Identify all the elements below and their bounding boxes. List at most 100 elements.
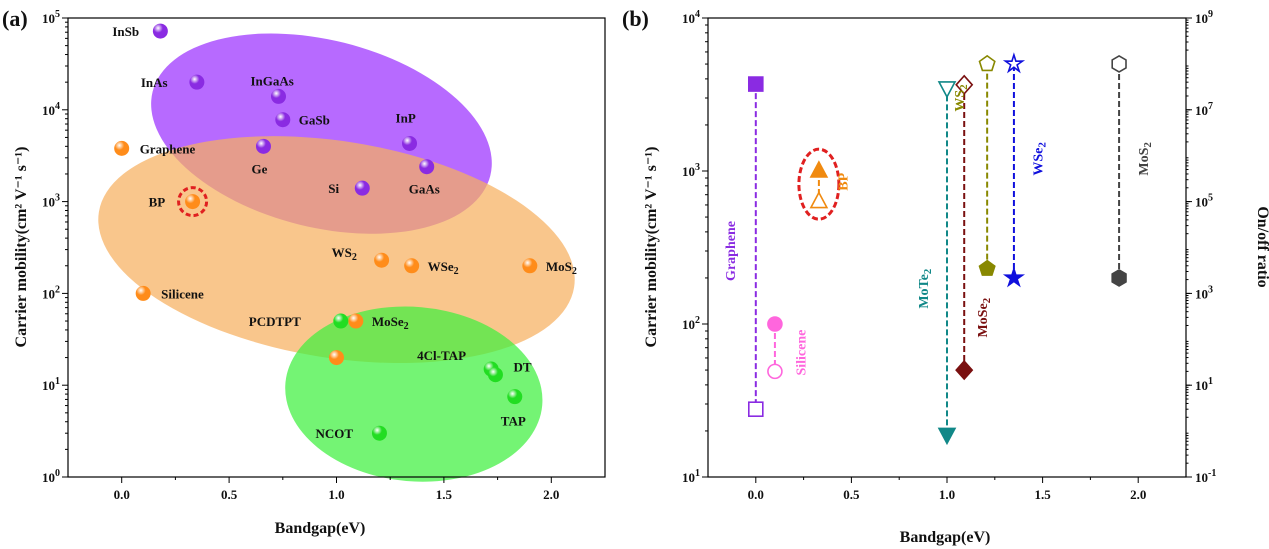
panel-a-point-labels: InSb InAs InGaAs GaSb InP Ge GaAs Si Graphene BP W… (112, 24, 576, 441)
panel-a: (a) InSb InAs InGaAs GaSb InP Ge GaAs Si Graphen… (2, 6, 606, 537)
point-silicene (135, 285, 151, 301)
label-pcdtpt: PCDTPT (249, 314, 301, 329)
panel-a-y-axis-label: Carrier mobility(cm² V⁻¹ s⁻¹) (13, 147, 30, 348)
mobility-marker-silicene (767, 316, 783, 332)
onoff-marker-bp (809, 190, 829, 209)
point-ge (255, 138, 271, 154)
label-gaas: GaAs (409, 182, 440, 197)
label-ge: Ge (251, 161, 267, 176)
mobility-marker-bp (809, 160, 829, 178)
x-tick-label-2.0: 2.0 (1130, 487, 1146, 502)
label-inas: InAs (141, 75, 168, 90)
point-ingaas (271, 88, 287, 104)
point-mose2 (348, 313, 364, 329)
label-wse2: WSe2 (1032, 142, 1049, 176)
label-si: Si (328, 181, 339, 196)
panel-a-points (114, 23, 538, 441)
y-tick-label-0: 100 (42, 468, 60, 485)
y-tick-label-4: 104 (682, 9, 700, 26)
point-insb (152, 23, 168, 39)
point-dt (487, 367, 503, 383)
label-gasb: GaSb (299, 113, 330, 128)
region-1 (98, 136, 575, 364)
panel-b-material-labels: Graphene Silicene BP MoTe2 MoSe2 WS2 WSe2 MoS2 (724, 84, 1154, 376)
bp-highlight-ellipse (797, 147, 841, 221)
panel-b-label: (b) (622, 6, 649, 31)
onoff-marker-mote2 (937, 81, 957, 99)
label-4cl-tap: 4Cl-TAP (417, 348, 466, 363)
point-unlabeled-15 (329, 350, 344, 366)
x-tick-label-1.0: 1.0 (328, 487, 344, 502)
x-tick-label-0.0: 0.0 (748, 487, 764, 502)
y-tick-label-5: 105 (42, 9, 60, 26)
panel-b-y2-axis-label: On/off ratio (1254, 206, 1269, 287)
panel-b-axes: 0.0 0.5 1.0 1.5 2.0 101 102 103 104 10-1 101 103 105… (682, 9, 1216, 502)
y2-tick-label-7: 107 (1195, 101, 1213, 118)
label-inp: InP (396, 110, 416, 125)
label-silicene: Silicene (795, 330, 810, 376)
y-tick-label-2: 102 (682, 315, 700, 332)
point-bp (185, 194, 201, 210)
x-tick-label-1.5: 1.5 (1034, 487, 1051, 502)
panel-b: (b) Graphene Silicene BP MoTe2 MoSe2 WS2 WSe2 M… (622, 6, 1269, 546)
y2-tick-label-1: 101 (1195, 376, 1213, 393)
mobility-marker-wse2 (1002, 266, 1026, 288)
point-mos2 (522, 258, 538, 274)
panel-a-axes: 0.0 0.5 1.0 1.5 2.0 100 101 102 103 104 105 (42, 9, 606, 502)
point-gasb (275, 112, 291, 128)
mobility-marker-graphene (747, 76, 764, 92)
y-tick-label-1: 101 (682, 468, 700, 485)
point-pcdtpt (333, 313, 349, 329)
label-graphene: Graphene (140, 141, 196, 156)
y-tick-label-1: 101 (42, 376, 60, 393)
label-mote2: MoTe2 (917, 268, 934, 308)
y-tick-label-3: 103 (42, 193, 60, 210)
mobility-marker-mose2 (955, 359, 974, 381)
panel-b-markers (747, 52, 1127, 446)
y-tick-label-2: 102 (42, 284, 60, 301)
label-silicene: Silicene (161, 286, 204, 301)
x-tick-label-1.0: 1.0 (939, 487, 955, 502)
point-tap (507, 389, 523, 405)
label-mose2: MoSe2 (976, 297, 993, 337)
point-inas (189, 74, 205, 90)
onoff-marker-wse2 (1002, 52, 1026, 74)
panel-b-highlight (797, 147, 841, 221)
y2-tick-label-9: 109 (1195, 9, 1213, 26)
y2-tick-label--1: 10-1 (1195, 468, 1216, 485)
label-tap: TAP (501, 414, 526, 429)
region-2 (285, 306, 543, 482)
y-tick-label-3: 103 (682, 162, 700, 179)
label-mos2: MoS2 (1137, 142, 1154, 176)
label-bp: BP (149, 195, 166, 210)
panel-a-regions (98, 33, 575, 482)
label-graphene: Graphene (724, 221, 739, 281)
onoff-marker-graphene (747, 401, 764, 418)
label-ws2: WS2 (953, 84, 970, 112)
mobility-marker-mote2 (937, 427, 957, 446)
point-inp (402, 135, 418, 151)
x-tick-label-1.5: 1.5 (436, 487, 453, 502)
bp-highlight-circle (177, 186, 209, 218)
label-insb: InSb (112, 24, 139, 39)
panel-b-y-axis-label: Carrier mobility(cm² V⁻¹ s⁻¹) (643, 147, 660, 348)
x-tick-label-0.5: 0.5 (221, 487, 238, 502)
label-ingaas: InGaAs (251, 73, 294, 88)
y-tick-label-4: 104 (42, 101, 60, 118)
y2-tick-label-3: 103 (1195, 284, 1213, 301)
label-mos2: MoS2 (546, 259, 577, 277)
onoff-marker-mos2 (1111, 54, 1127, 73)
label-dt: DT (513, 360, 531, 375)
label-wse2: WSe2 (428, 259, 459, 277)
point-graphene (114, 140, 130, 156)
onoff-marker-mose2 (955, 74, 974, 96)
panel-a-label: (a) (2, 6, 28, 31)
onoff-marker-ws2 (978, 54, 996, 72)
y2-tick-label-5: 105 (1195, 193, 1213, 210)
label-ncot: NCOT (315, 426, 353, 441)
panel-a-x-axis-label: Bandgap(eV) (275, 520, 366, 537)
panel-b-x-axis-label: Bandgap(eV) (900, 529, 991, 546)
mobility-marker-mos2 (1111, 268, 1127, 287)
label-ws2: WS2 (332, 245, 357, 263)
